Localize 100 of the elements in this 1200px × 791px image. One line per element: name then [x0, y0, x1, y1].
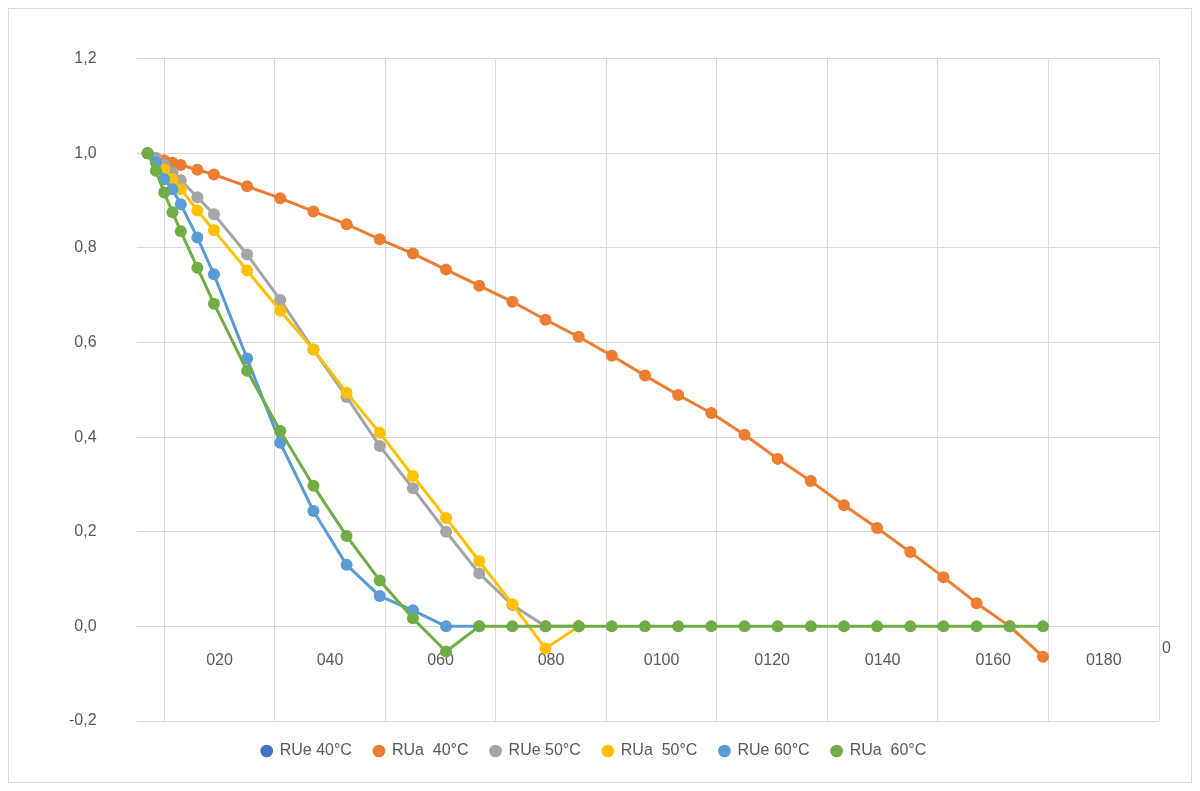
point [705, 620, 718, 633]
point [672, 389, 685, 402]
point [241, 248, 254, 261]
point [970, 620, 983, 633]
point [373, 590, 386, 603]
point [340, 386, 353, 399]
point [406, 469, 419, 482]
point [1036, 620, 1049, 633]
point [373, 426, 386, 439]
point [871, 620, 884, 633]
x-tick-label: 0140 [864, 651, 901, 669]
point [937, 620, 950, 633]
point [340, 530, 353, 542]
point [207, 297, 220, 310]
point [241, 264, 254, 277]
legend-label: RUa 40°C [391, 741, 469, 759]
point [406, 612, 419, 625]
point [738, 620, 751, 633]
point [837, 620, 850, 633]
point [274, 293, 287, 306]
y-tick-label: 1,0 [74, 143, 97, 161]
y-tick-label: -0,2 [68, 711, 97, 729]
point [804, 475, 817, 488]
y-tick-label: 0,2 [74, 522, 97, 540]
point [307, 504, 320, 517]
point [174, 198, 187, 211]
point [340, 558, 353, 571]
point [307, 205, 320, 218]
point [241, 364, 254, 377]
x-tick-label: 020 [206, 651, 233, 669]
point [406, 247, 419, 260]
legend-label: RUe 40°C [279, 741, 352, 759]
point [904, 546, 917, 559]
point [191, 204, 204, 217]
point [904, 620, 917, 633]
point [1036, 650, 1049, 663]
point [539, 313, 552, 326]
x-tick-label: 080 [537, 651, 565, 669]
point [191, 261, 204, 274]
point [373, 440, 386, 453]
point [274, 436, 287, 449]
point [440, 525, 453, 538]
y-tick-label: 0,4 [74, 427, 97, 445]
point [506, 620, 519, 633]
y-tick-label: 0,8 [74, 238, 97, 256]
x-tick-label: 0160 [975, 651, 1012, 669]
point [191, 163, 204, 176]
point [307, 479, 320, 492]
point [937, 571, 950, 584]
point [771, 620, 784, 633]
text: 0 [1162, 638, 1171, 656]
point [406, 482, 419, 495]
point [473, 567, 486, 580]
point [340, 218, 353, 231]
y-tick-label: 0,0 [74, 616, 97, 634]
point [191, 231, 204, 244]
point [605, 349, 618, 362]
point [639, 369, 652, 382]
y-tick-label: 1,2 [74, 49, 97, 67]
point [149, 164, 162, 177]
point [274, 192, 287, 205]
point [207, 168, 220, 181]
x-tick-label: 0100 [643, 651, 680, 669]
point [572, 330, 585, 343]
point [440, 512, 453, 525]
point [506, 295, 519, 308]
point [970, 597, 983, 610]
point [473, 279, 486, 292]
x-tick-label: 0120 [754, 651, 791, 669]
point [473, 555, 486, 568]
legend-label: RUa 50°C [620, 741, 698, 759]
x-tick-label: 040 [316, 651, 344, 669]
legend-label: RUe 50°C [508, 741, 581, 759]
point [174, 225, 187, 238]
point [158, 186, 171, 199]
point [771, 452, 784, 465]
point [207, 208, 220, 221]
point [166, 206, 179, 219]
y-tick-label: 0,6 [74, 332, 97, 350]
point [373, 574, 386, 587]
legend-label: RUa 60°C [849, 741, 927, 759]
point [837, 499, 850, 512]
point [207, 224, 220, 237]
point [274, 424, 287, 437]
point [738, 428, 751, 441]
point [440, 263, 453, 276]
point [274, 304, 287, 317]
point [241, 180, 254, 193]
point [440, 620, 453, 633]
point [605, 620, 618, 633]
point [639, 620, 652, 633]
point [207, 268, 220, 281]
point [373, 233, 386, 246]
x-tick-label: 0180 [1085, 651, 1122, 669]
point [191, 191, 204, 204]
point [705, 406, 718, 419]
point [672, 620, 685, 633]
point [804, 620, 817, 633]
point [871, 521, 884, 534]
legend-label: RUe 60°C [737, 741, 810, 759]
